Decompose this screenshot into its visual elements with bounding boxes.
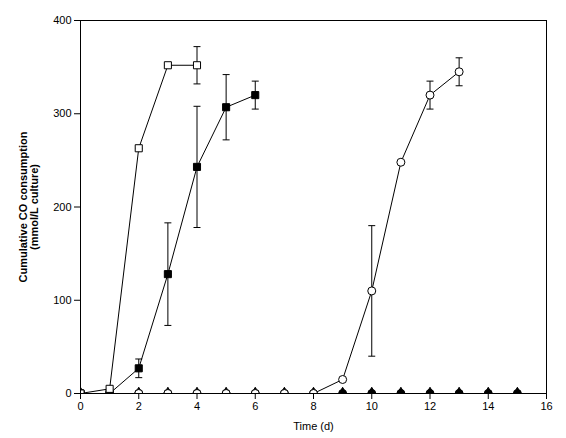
svg-text:8: 8	[310, 400, 316, 412]
svg-text:0: 0	[77, 400, 83, 412]
svg-text:12: 12	[424, 400, 436, 412]
svg-text:200: 200	[53, 201, 71, 213]
svg-text:4: 4	[194, 400, 200, 412]
svg-text:400: 400	[53, 14, 71, 26]
svg-text:10: 10	[366, 400, 378, 412]
svg-text:14: 14	[482, 400, 494, 412]
svg-text:Cumulative CO consumption(mmol: Cumulative CO consumption(mmol/L culture…	[17, 131, 40, 282]
svg-text:16: 16	[540, 400, 552, 412]
svg-text:2: 2	[136, 400, 142, 412]
svg-text:300: 300	[53, 107, 71, 119]
svg-text:Time (d): Time (d)	[293, 420, 334, 432]
svg-text:0: 0	[65, 387, 71, 399]
svg-text:100: 100	[53, 294, 71, 306]
svg-text:6: 6	[252, 400, 258, 412]
